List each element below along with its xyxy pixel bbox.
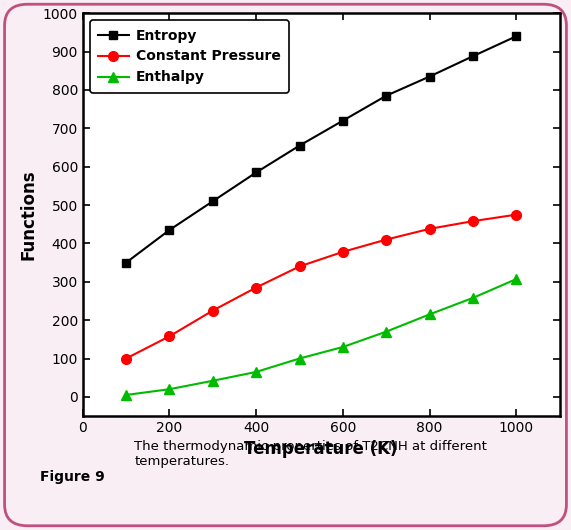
- Constant Pressure: [253, 285, 260, 291]
- Entropy: [253, 169, 260, 175]
- Enthalpy: [383, 329, 389, 335]
- Constant Pressure: [123, 355, 130, 361]
- Enthalpy: [339, 344, 346, 350]
- Enthalpy: [296, 355, 303, 361]
- Constant Pressure: [513, 211, 520, 218]
- Enthalpy: [166, 386, 173, 392]
- Enthalpy: [210, 377, 216, 384]
- Constant Pressure: [210, 307, 216, 314]
- Constant Pressure: [166, 333, 173, 339]
- Entropy: [296, 143, 303, 149]
- Entropy: [426, 73, 433, 79]
- Entropy: [469, 53, 476, 59]
- Entropy: [210, 198, 216, 205]
- Constant Pressure: [339, 249, 346, 255]
- Line: Enthalpy: Enthalpy: [121, 274, 521, 400]
- Text: The thermodynamic properties of T2CNH at different
temperatures.: The thermodynamic properties of T2CNH at…: [134, 440, 487, 468]
- Line: Constant Pressure: Constant Pressure: [121, 210, 521, 364]
- Enthalpy: [426, 311, 433, 317]
- Enthalpy: [513, 276, 520, 282]
- Entropy: [339, 118, 346, 124]
- Constant Pressure: [296, 263, 303, 270]
- Y-axis label: Functions: Functions: [19, 170, 37, 260]
- Enthalpy: [469, 295, 476, 301]
- X-axis label: Temperature (K): Temperature (K): [244, 440, 398, 458]
- Legend: Entropy, Constant Pressure, Enthalpy: Entropy, Constant Pressure, Enthalpy: [90, 20, 289, 93]
- Entropy: [166, 227, 173, 233]
- Entropy: [123, 259, 130, 266]
- Entropy: [513, 33, 520, 39]
- Line: Entropy: Entropy: [122, 32, 520, 267]
- Entropy: [383, 93, 389, 99]
- Constant Pressure: [426, 226, 433, 232]
- Enthalpy: [253, 369, 260, 375]
- Constant Pressure: [469, 218, 476, 224]
- Enthalpy: [123, 392, 130, 398]
- Constant Pressure: [383, 236, 389, 243]
- Text: Figure 9: Figure 9: [41, 470, 105, 484]
